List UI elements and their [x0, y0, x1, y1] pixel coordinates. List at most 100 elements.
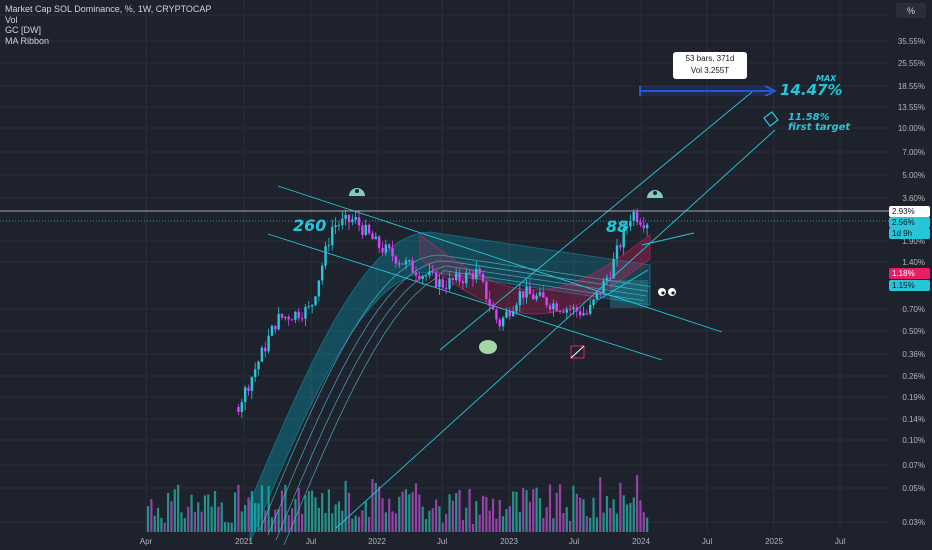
volume-bar [612, 499, 615, 532]
candle-body [471, 273, 475, 280]
legend-indicator-ma-ribbon[interactable]: MA Ribbon [5, 35, 50, 46]
crosshair-icon [570, 345, 585, 359]
volume-bar [582, 499, 585, 532]
volume-bar [290, 508, 294, 532]
annotation-88[interactable]: 88 [606, 217, 629, 236]
x-tick-label: 2025 [765, 537, 783, 546]
volume-bar [558, 484, 562, 532]
volume-bar [244, 504, 247, 532]
volume-bar [384, 512, 387, 532]
candle-body [485, 281, 488, 300]
volume-bar [552, 518, 555, 532]
candle-body [575, 307, 578, 312]
candle-body [297, 311, 300, 319]
candle-body [264, 347, 267, 352]
candle-body [274, 325, 277, 330]
candle-body [609, 277, 612, 279]
candle-body [615, 245, 619, 259]
volume-bar [311, 490, 314, 532]
volume-bar [307, 491, 310, 532]
volume-bar [575, 493, 578, 532]
y-tick-label: 1.90% [902, 237, 925, 246]
volume-bar [451, 500, 454, 532]
volume-bars [146, 475, 649, 532]
volume-bar [354, 515, 357, 532]
volume-bar [183, 517, 186, 532]
volume-bar [458, 489, 461, 532]
annotation-first-target-label[interactable]: first target [788, 122, 851, 133]
volume-bar [525, 490, 528, 532]
volume-bar [465, 507, 468, 532]
candle-body [444, 287, 448, 289]
trendline [641, 232, 695, 246]
volume-bar [528, 501, 531, 532]
volume-bar [240, 511, 243, 532]
legend-indicator-gc[interactable]: GC [DW] [5, 25, 41, 35]
annotation-260[interactable]: 260 [293, 216, 327, 235]
volume-bar [512, 491, 515, 532]
candle-body [498, 319, 501, 327]
candle-body [364, 224, 367, 235]
percent-scale-button[interactable]: % [896, 3, 926, 18]
y-tick-label: 0.26% [902, 372, 925, 381]
candle-body [495, 309, 498, 320]
y-tick-label: 0.36% [902, 350, 925, 359]
volume-bar [562, 512, 565, 532]
candle-body [558, 311, 562, 313]
volume-bar [220, 502, 223, 532]
volume-bar [602, 512, 605, 532]
candle-body [595, 292, 599, 300]
candle-body [404, 260, 408, 265]
annotation-max-label[interactable]: MAX [816, 74, 837, 83]
legend-title[interactable]: Market Cap SOL Dominance, %, 1W, CRYPTOC… [5, 4, 212, 14]
x-tick-label: Jul [835, 537, 845, 546]
candle-body [367, 224, 371, 234]
volume-bar [622, 495, 625, 532]
candle-body [250, 377, 254, 391]
candle-body [461, 281, 465, 284]
volume-bar [599, 477, 602, 532]
volume-bar [538, 498, 542, 532]
volume-bar [475, 501, 478, 532]
volume-bar [572, 485, 575, 532]
candle-body [300, 318, 304, 320]
candle-body [270, 325, 274, 336]
annotation-first-target-value[interactable]: 11.58% [788, 112, 830, 123]
volume-bar [532, 489, 535, 532]
volume-bar [213, 491, 217, 532]
candle-body [635, 212, 639, 223]
candle-body [284, 316, 287, 318]
candle-body [528, 286, 532, 295]
candle-body [515, 305, 518, 312]
volume-bar [485, 497, 488, 532]
candle-body [592, 299, 595, 305]
volume-bar [428, 510, 431, 532]
volume-bar [391, 511, 394, 532]
candle-body [424, 275, 428, 277]
volume-bar [565, 507, 568, 532]
candle-body [478, 268, 481, 274]
candle-body [632, 212, 635, 221]
volume-bar [234, 492, 237, 532]
dome-icon-eye [355, 189, 359, 193]
candle-body [371, 233, 374, 240]
kite-icon [763, 111, 779, 127]
volume-bar [321, 493, 324, 532]
volume-bar [619, 482, 622, 532]
volume-bar [197, 502, 200, 532]
volume-bar [448, 494, 451, 532]
volume-bar [555, 492, 558, 532]
candle-body [331, 226, 334, 246]
candle-body [538, 292, 542, 296]
candle-body [622, 228, 625, 248]
volume-bar [468, 488, 471, 532]
volume-bar [478, 514, 481, 532]
volume-bar [381, 498, 384, 532]
candle-body [555, 303, 558, 312]
eyes-icon-pupil [671, 291, 675, 295]
x-axis: Apr 2021 Jul 2022 Jul 2023 Jul 2024 Jul 2025 Jul [140, 537, 846, 546]
candle-body [582, 313, 585, 316]
annotation-max-value[interactable]: 14.47% [780, 81, 843, 99]
legend-indicator-vol[interactable]: Vol [5, 14, 18, 25]
